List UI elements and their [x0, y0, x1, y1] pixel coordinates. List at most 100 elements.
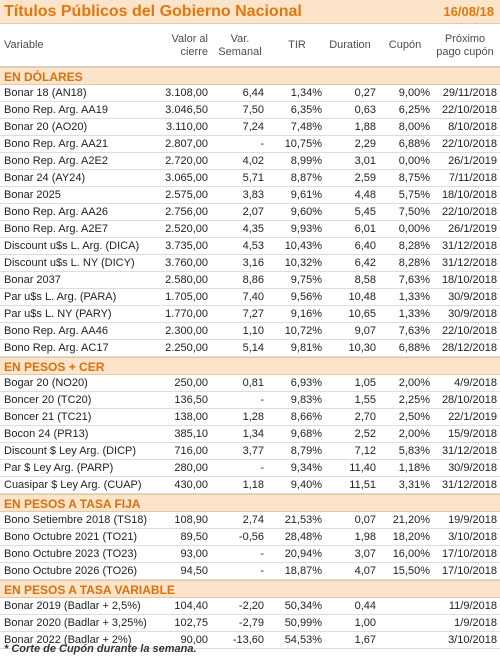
bond-name: Bonar 20 (AO20) — [4, 121, 88, 133]
bond-name: Par u$s L. Arg. (PARA) — [4, 291, 117, 303]
duration-value: 10,30 — [348, 342, 376, 354]
coupon-rate: 6,88% — [398, 342, 430, 354]
weekly-change: 1,18 — [242, 479, 264, 491]
bond-name: Bonar 2020 (Badlar + 3,25%) — [4, 617, 147, 629]
tir-value: 1,34% — [290, 87, 322, 99]
table-row: Bono Rep. Arg. A2E2 2.720,00 4,02 8,99% 3,01… — [0, 153, 500, 170]
weekly-change: - — [260, 548, 264, 560]
table-row: Boncer 20 (TC20) 136,50 - 9,83% 1,55 2,25% 28/… — [0, 392, 500, 409]
coupon-rate: 1,18% — [398, 462, 430, 474]
bond-name: Bono Setiembre 2018 (TS18) — [4, 514, 148, 526]
section-header: EN PESOS + CER — [0, 357, 500, 375]
coupon-rate: 2,50% — [398, 411, 430, 423]
closing-value: 90,00 — [180, 634, 208, 646]
next-coupon-date: 28/12/2018 — [441, 342, 497, 354]
tir-value: 9,75% — [290, 274, 322, 286]
weekly-change: 2,74 — [242, 514, 264, 526]
section-header: EN DÓLARES — [0, 67, 500, 85]
duration-value: 1,67 — [354, 634, 376, 646]
bond-name: Bonar 18 (AN18) — [4, 87, 87, 99]
weekly-change: 4,02 — [242, 155, 264, 167]
bond-name: Boncer 20 (TC20) — [4, 394, 92, 406]
table-row: Bono Rep. Arg. AA21 2.807,00 - 10,75% 2,29 6,… — [0, 136, 500, 153]
tir-value: 28,48% — [284, 531, 322, 543]
weekly-change: 4,35 — [242, 223, 264, 235]
closing-value: 138,00 — [174, 411, 208, 423]
next-coupon-date: 29/11/2018 — [442, 87, 497, 99]
closing-value: 2.720,00 — [165, 155, 208, 167]
weekly-change: 5,14 — [242, 342, 264, 354]
title-bar: Títulos Públicos del Gobierno Nacional 1… — [0, 0, 500, 24]
next-coupon-date: 30/9/2018 — [448, 291, 497, 303]
duration-value: 1,88 — [354, 121, 376, 133]
tir-value: 7,48% — [290, 121, 322, 133]
next-coupon-date: 26/1/2019 — [448, 223, 497, 235]
next-coupon-date: 30/9/2018 — [448, 308, 497, 320]
bond-name: Bono Rep. Arg. AA46 — [4, 325, 108, 337]
coupon-rate: 1,33% — [398, 308, 430, 320]
closing-value: 280,00 — [174, 462, 208, 474]
table-row: Bogar 20 (NO20) 250,00 0,81 6,93% 1,05 2,00% 4… — [0, 375, 500, 392]
table-row: Cuasipar $ Ley Arg. (CUAP) 430,00 1,18 9,40… — [0, 477, 500, 494]
table-row: Bono Setiembre 2018 (TS18) 108,90 2,74 21,5… — [0, 512, 500, 529]
duration-value: 2,70 — [354, 411, 376, 423]
closing-value: 136,50 — [174, 394, 208, 406]
duration-value: 11,51 — [349, 479, 376, 491]
coupon-rate: 9,00% — [398, 87, 430, 99]
coupon-rate: 8,00% — [398, 121, 430, 133]
bond-name: Bono Octubre 2023 (TO23) — [4, 548, 138, 560]
table-row: Bono Rep. Arg. A2E7 2.520,00 4,35 9,93% 6,01… — [0, 221, 500, 238]
table-row: Discount u$s L. NY (DICY) 3.760,00 3,16 10,… — [0, 255, 500, 272]
closing-value: 385,10 — [174, 428, 208, 440]
table-row: Bonar 18 (AN18) 3.108,00 6,44 1,34% 0,27 9,00… — [0, 85, 500, 102]
coupon-rate: 7,63% — [398, 274, 430, 286]
closing-value: 93,00 — [180, 548, 208, 560]
duration-value: 0,44 — [354, 600, 376, 612]
col-header-cierre: Valor al cierre — [171, 32, 208, 58]
duration-value: 4,48 — [354, 189, 376, 201]
next-coupon-date: 30/9/2018 — [448, 462, 497, 474]
weekly-change: 5,71 — [242, 172, 264, 184]
duration-value: 1,05 — [354, 377, 376, 389]
next-coupon-date: 17/10/2018 — [441, 548, 497, 560]
closing-value: 3.735,00 — [165, 240, 208, 252]
duration-value: 8,58 — [354, 274, 376, 286]
coupon-rate: 21,20% — [392, 514, 430, 526]
tir-value: 9,40% — [290, 479, 322, 491]
closing-value: 102,75 — [174, 617, 208, 629]
duration-value: 6,40 — [354, 240, 376, 252]
closing-value: 3.110,00 — [165, 121, 208, 133]
closing-value: 3.046,50 — [165, 104, 208, 116]
coupon-rate: 2,00% — [398, 428, 430, 440]
bond-table-body: EN DÓLARES Bonar 18 (AN18) 3.108,00 6,44 1,3… — [0, 67, 500, 649]
weekly-change: -2,20 — [238, 600, 264, 612]
bond-name: Bonar 24 (AY24) — [4, 172, 86, 184]
duration-value: 4,07 — [354, 565, 376, 577]
tir-value: 50,99% — [284, 617, 322, 629]
coupon-rate — [380, 615, 430, 631]
coupon-rate: 3,31% — [398, 479, 430, 491]
next-coupon-date: 7/11/2018 — [448, 172, 497, 184]
table-row: Bocon 24 (PR13) 385,10 1,34 9,68% 2,52 2,00% 1… — [0, 426, 500, 443]
duration-value: 1,55 — [354, 394, 376, 406]
weekly-change: 2,07 — [242, 206, 264, 218]
duration-value: 7,12 — [354, 445, 376, 457]
closing-value: 1.770,00 — [165, 308, 208, 320]
coupon-rate: 16,00% — [392, 548, 430, 560]
table-row: Par u$s L. NY (PARY) 1.770,00 7,27 9,16% 10,… — [0, 306, 500, 323]
weekly-change: 8,86 — [242, 274, 264, 286]
coupon-rate: 7,50% — [398, 206, 430, 218]
table-row: Bonar 2022 (Badlar + 2%) 90,00 -13,60 54,53… — [0, 632, 500, 649]
tir-value: 8,79% — [290, 445, 322, 457]
table-row: Bonar 2019 (Badlar + 2,5%) 104,40 -2,20 50,… — [0, 598, 500, 615]
bond-name: Bono Rep. Arg. AA21 — [4, 138, 108, 150]
closing-value: 89,50 — [180, 531, 208, 543]
weekly-change: -13,60 — [232, 634, 264, 646]
tir-value: 10,72% — [284, 325, 322, 337]
duration-value: 11,40 — [349, 462, 376, 474]
tir-value: 8,66% — [290, 411, 322, 423]
closing-value: 3.760,00 — [165, 257, 208, 269]
tir-value: 9,61% — [290, 189, 322, 201]
duration-value: 0,63 — [354, 104, 376, 116]
table-row: Bono Octubre 2026 (TO26) 94,50 - 18,87% 4,07… — [0, 563, 500, 580]
